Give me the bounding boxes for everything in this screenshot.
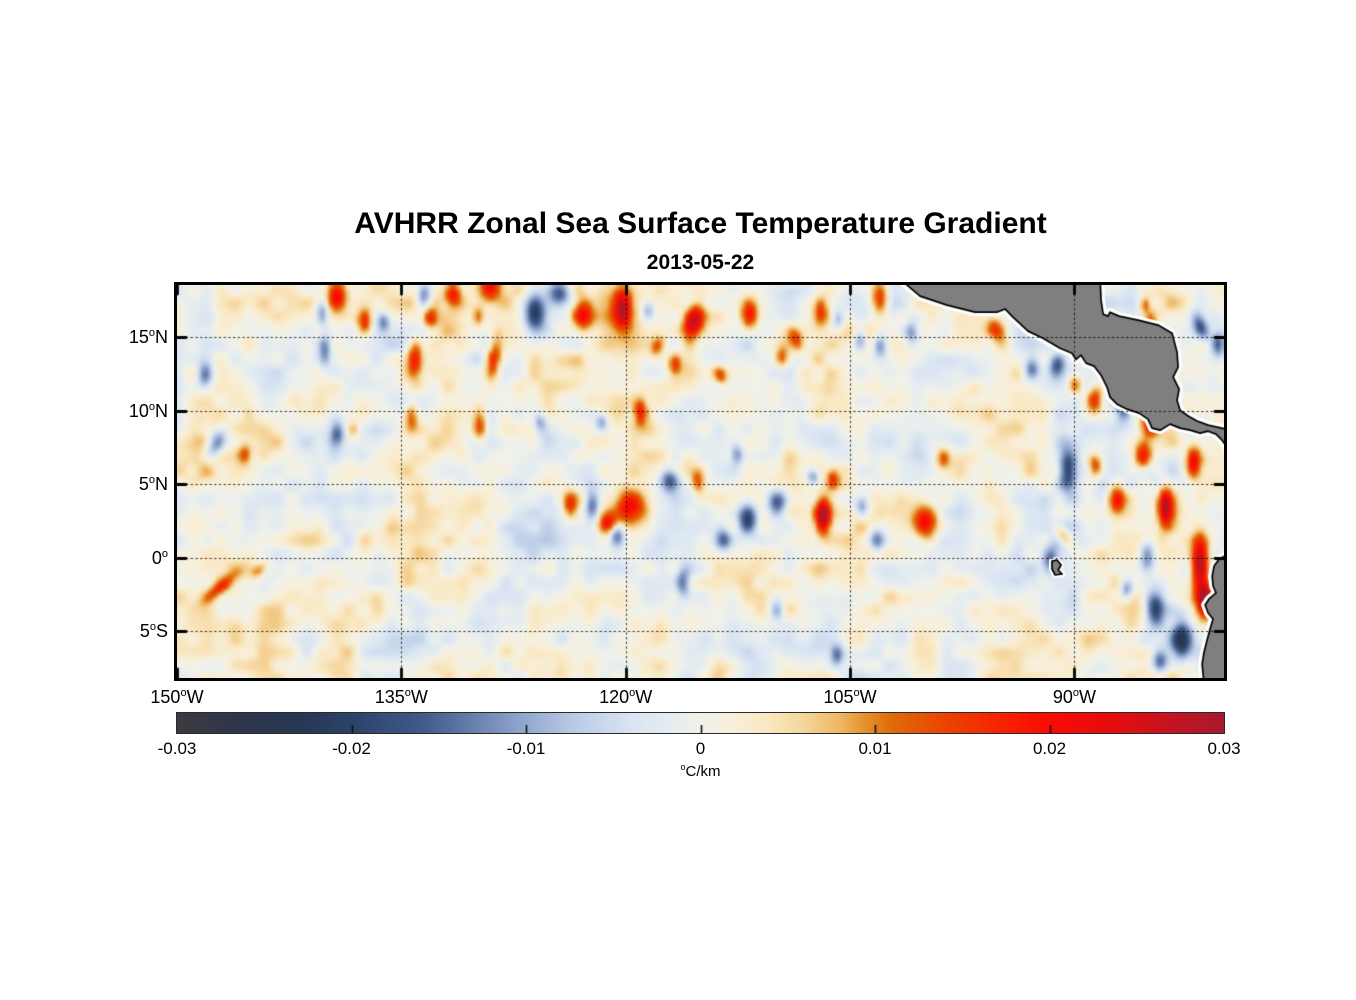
colorbar-unit-text: C/km	[685, 763, 721, 780]
lat-tick-label: 15oN	[128, 327, 168, 348]
lon-tick-label: 120oW	[599, 687, 653, 707]
chart-subtitle: 2013-05-22	[646, 251, 755, 274]
lat-tick-label: 0o	[151, 547, 168, 568]
chart-title: AVHRR Zonal Sea Surface Temperature Grad…	[354, 207, 1047, 240]
colorbar-tick-label: -0.01	[506, 739, 546, 758]
lon-tick-label: 150oW	[150, 687, 204, 707]
colorbar-tick-label: 0.01	[858, 739, 892, 758]
degree-symbol: o	[148, 400, 155, 413]
colorbar-tick-label: -0.03	[157, 739, 197, 758]
degree-symbol: o	[853, 687, 860, 699]
lat-tick-label: 5oN	[138, 474, 168, 495]
colorbar-tick-label: 0.03	[1207, 739, 1241, 758]
colorbar-tick-label: 0.02	[1032, 739, 1067, 758]
colorbar-tick-label: 0	[695, 739, 706, 758]
lon-tick-label: 90oW	[1052, 687, 1096, 707]
degree-symbol: o	[149, 620, 156, 633]
degree-symbol: o	[161, 547, 168, 560]
degree-symbol: o	[180, 687, 187, 699]
degree-symbol: o	[148, 474, 155, 487]
lat-tick-label: 5oS	[139, 620, 168, 641]
map-canvas	[177, 285, 1224, 678]
lon-tick-label: 135oW	[374, 687, 428, 707]
degree-symbol: o	[148, 327, 155, 340]
degree-symbol: o	[680, 762, 686, 772]
lon-tick-label: 105oW	[823, 687, 877, 707]
degree-symbol: o	[1072, 687, 1079, 699]
degree-symbol: o	[404, 687, 411, 699]
colorbar-unit: oC/km	[177, 763, 1224, 781]
degree-symbol: o	[629, 687, 636, 699]
colorbar-tick-label: -0.02	[332, 739, 371, 758]
colorbar-canvas	[177, 713, 1224, 733]
lat-tick-label: 10oN	[128, 400, 168, 421]
